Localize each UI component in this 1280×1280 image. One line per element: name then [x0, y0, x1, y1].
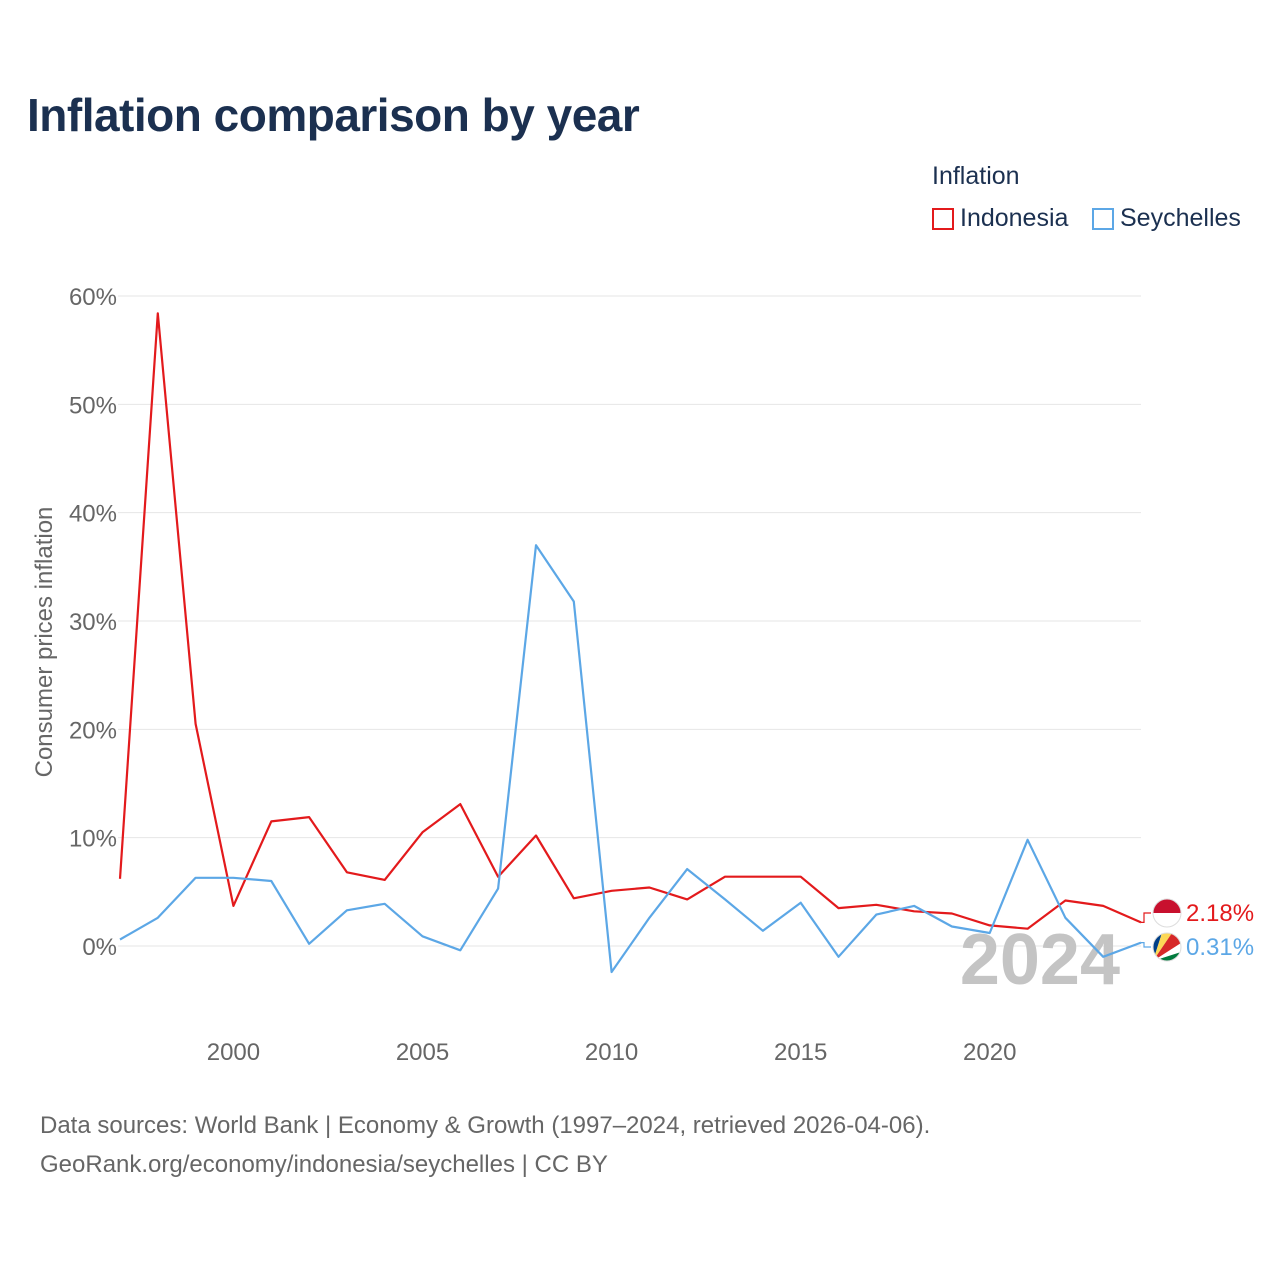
y-tick-label: 0% — [82, 934, 117, 961]
y-tick-label: 60% — [69, 284, 117, 311]
grid-lines — [118, 295, 1141, 947]
series-lines — [118, 312, 1142, 974]
y-tick-label: 40% — [69, 501, 117, 528]
y-tick-label: 30% — [69, 609, 117, 636]
source-note: Data sources: World Bank | Economy & Gro… — [40, 1106, 930, 1184]
x-tick-label: 2005 — [396, 1039, 449, 1066]
legend-title: Inflation — [932, 162, 1020, 190]
connector-seychelles — [1141, 942, 1151, 948]
legend-swatch-indonesia — [932, 207, 954, 230]
x-axis-ticks: 2000 2005 2010 2015 2020 — [207, 1039, 1017, 1066]
y-tick-label: 20% — [69, 717, 117, 744]
connector-indonesia — [1141, 912, 1151, 923]
y-tick-label: 50% — [69, 392, 117, 419]
indonesia-flag-icon — [1153, 899, 1181, 927]
y-tick-label: 10% — [69, 826, 117, 853]
legend-item-indonesia[interactable]: Indonesia — [932, 204, 1068, 233]
y-axis-label: Consumer prices inflation — [31, 507, 58, 778]
end-label-connectors — [1141, 912, 1151, 948]
legend-item-seychelles[interactable]: Seychelles — [1092, 204, 1241, 233]
y-axis-ticks: 0% 10% 20% 30% 40% 50% 60% — [69, 284, 117, 961]
series-line-indonesia — [118, 312, 1142, 930]
source-line-2: GeoRank.org/economy/indonesia/seychelles… — [40, 1151, 608, 1178]
legend-swatch-seychelles — [1092, 207, 1114, 230]
x-tick-label: 2015 — [774, 1039, 827, 1066]
x-tick-label: 2000 — [207, 1039, 260, 1066]
legend-label-indonesia: Indonesia — [960, 204, 1069, 232]
legend-label-seychelles: Seychelles — [1120, 204, 1241, 232]
end-label-seychelles: 0.31% — [1186, 934, 1254, 961]
source-line-1: Data sources: World Bank | Economy & Gro… — [40, 1112, 931, 1139]
x-tick-label: 2020 — [963, 1039, 1016, 1066]
series-line-seychelles — [119, 544, 1142, 974]
x-tick-label: 2010 — [585, 1039, 638, 1066]
chart-title: Inflation comparison by year — [27, 89, 640, 141]
end-label-indonesia: 2.18% — [1186, 900, 1254, 927]
